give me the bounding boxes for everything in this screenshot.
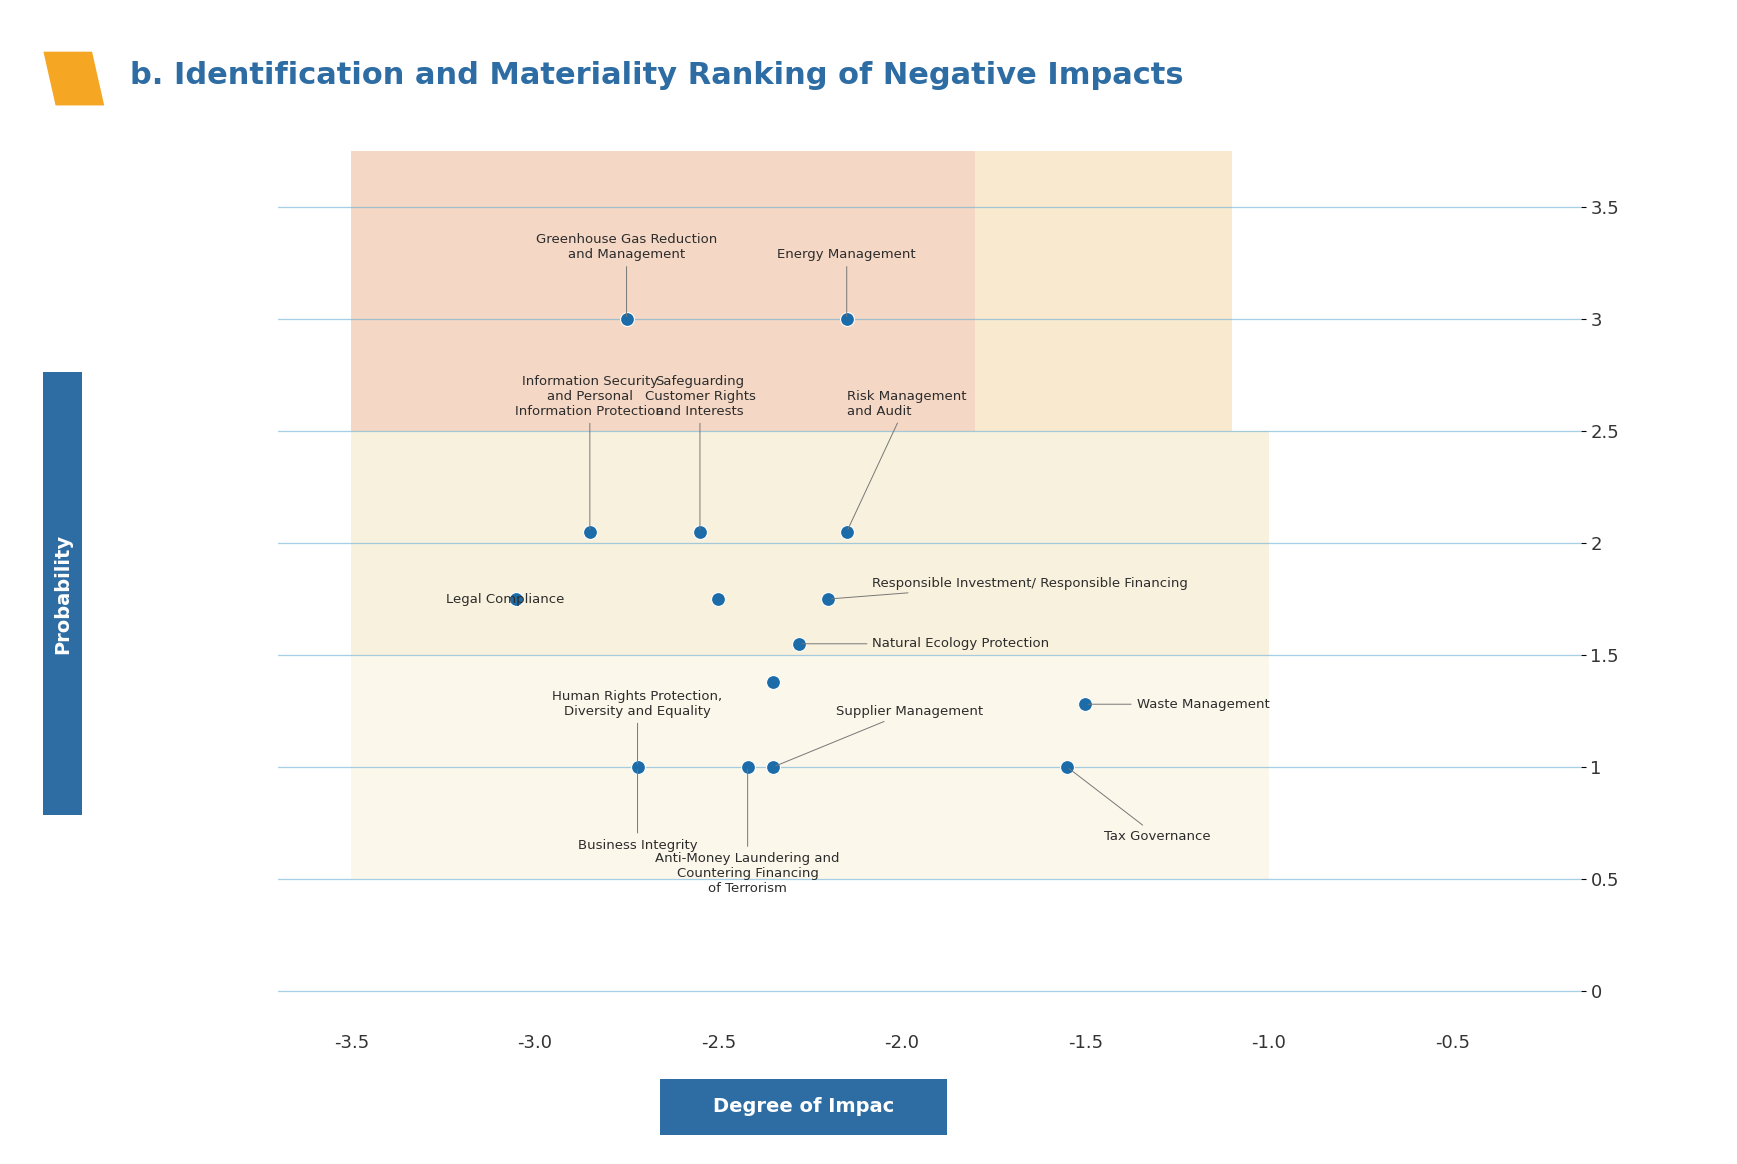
- Text: Energy Management: Energy Management: [778, 248, 915, 317]
- Text: Degree of Impac: Degree of Impac: [712, 1098, 895, 1116]
- Point: [733, 758, 761, 776]
- Text: Tax Governance: Tax Governance: [1068, 768, 1211, 843]
- Bar: [351, 151, 974, 431]
- Point: [815, 590, 842, 609]
- FancyBboxPatch shape: [42, 346, 83, 842]
- Point: [502, 590, 530, 609]
- Text: Waste Management: Waste Management: [1087, 697, 1270, 711]
- Text: Greenhouse Gas Reduction
and Management: Greenhouse Gas Reduction and Management: [537, 233, 717, 317]
- Polygon shape: [43, 51, 104, 106]
- Point: [785, 634, 813, 653]
- Text: Human Rights Protection,
Diversity and Equality: Human Rights Protection, Diversity and E…: [552, 689, 723, 764]
- Text: Supplier Management: Supplier Management: [776, 704, 983, 766]
- Text: Natural Ecology Protection: Natural Ecology Protection: [802, 637, 1049, 651]
- Point: [832, 523, 860, 541]
- Text: Anti-Money Laundering and
Countering Financing
of Terrorism: Anti-Money Laundering and Countering Fin…: [655, 769, 841, 895]
- Text: Legal Compliance: Legal Compliance: [446, 592, 565, 605]
- Text: b. Identification and Materiality Ranking of Negative Impacts: b. Identification and Materiality Rankin…: [130, 62, 1185, 90]
- Point: [759, 758, 787, 776]
- Point: [705, 590, 733, 609]
- Point: [832, 310, 860, 328]
- Text: Business Integrity: Business Integrity: [578, 769, 697, 852]
- Point: [577, 523, 604, 541]
- Point: [759, 673, 787, 691]
- Text: Safeguarding
Customer Rights
and Interests: Safeguarding Customer Rights and Interes…: [644, 375, 756, 530]
- Text: Risk Management
and Audit: Risk Management and Audit: [846, 390, 966, 530]
- Text: Probability: Probability: [54, 533, 71, 654]
- Point: [1072, 695, 1100, 714]
- Bar: [351, 431, 1268, 655]
- Bar: [351, 655, 1268, 879]
- Bar: [974, 151, 1232, 431]
- Point: [613, 310, 641, 328]
- Point: [624, 758, 651, 776]
- Point: [686, 523, 714, 541]
- Point: [1053, 758, 1080, 776]
- FancyBboxPatch shape: [617, 1071, 990, 1143]
- Text: Information Security
and Personal
Information Protection: Information Security and Personal Inform…: [516, 375, 664, 530]
- Text: Responsible Investment/ Responsible Financing: Responsible Investment/ Responsible Fina…: [830, 577, 1188, 598]
